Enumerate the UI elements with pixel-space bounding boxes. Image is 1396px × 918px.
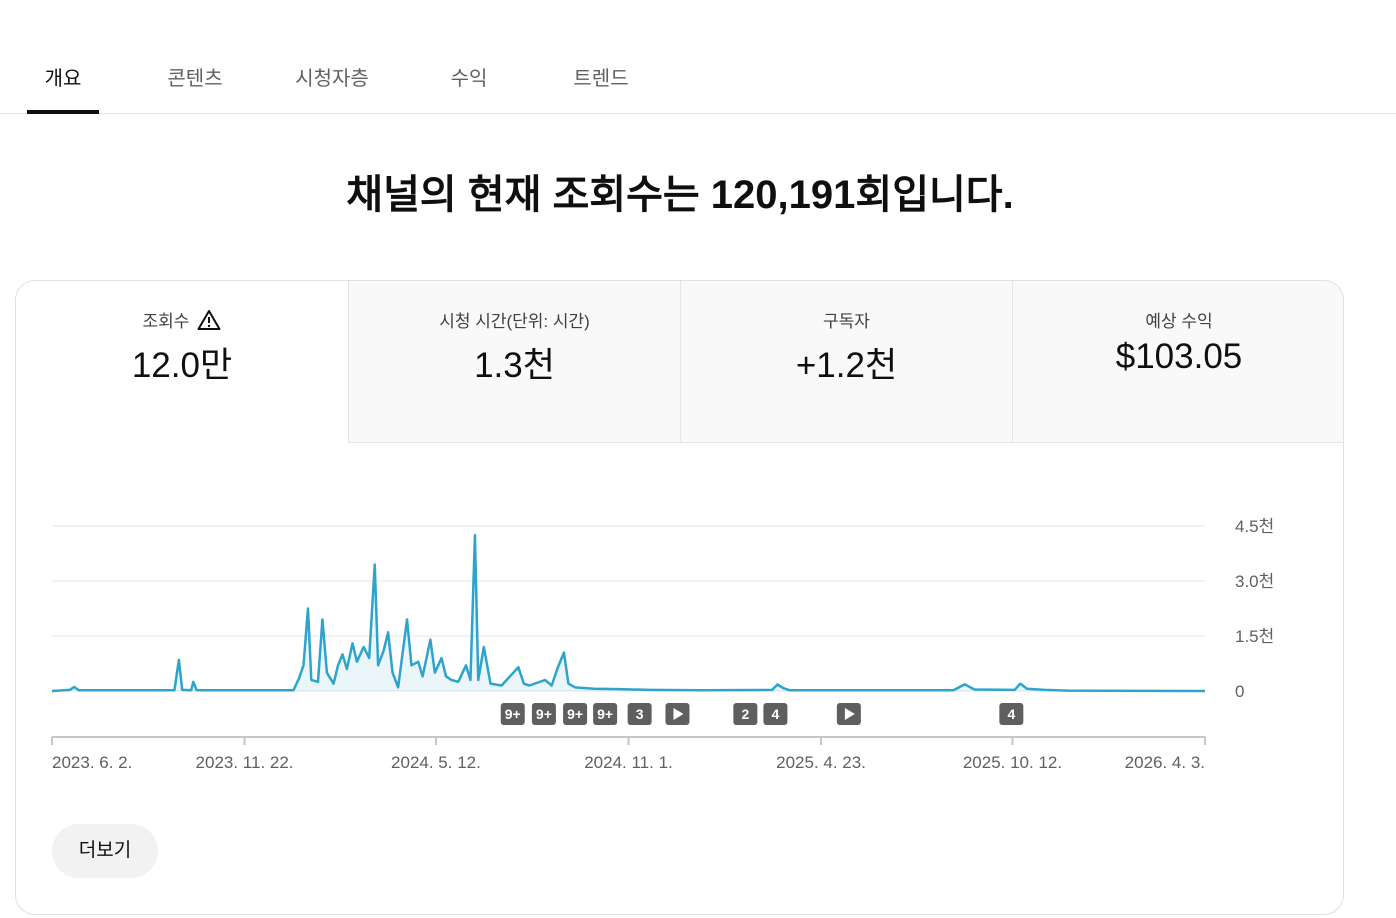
more-button[interactable]: 더보기 xyxy=(52,824,158,878)
video-marker[interactable]: 4 xyxy=(999,703,1024,725)
metric-label: 예상 수익 xyxy=(1145,312,1213,331)
marker-badge xyxy=(999,703,1024,725)
y-tick-label: 4.5천 xyxy=(1235,517,1274,536)
x-tick-label: 2026. 4. 3. xyxy=(1125,753,1205,772)
area xyxy=(52,535,1205,691)
video-marker[interactable] xyxy=(665,703,690,725)
video-marker[interactable]: 9+ xyxy=(500,703,525,725)
metric-tab[interactable]: 예상 수익 $103.05 xyxy=(1012,281,1343,443)
marker-label: 9+ xyxy=(597,706,613,722)
marker-label: 4 xyxy=(1007,706,1015,722)
x-tick-label: 2025. 10. 12. xyxy=(963,753,1062,772)
x-tick-label: 2025. 4. 23. xyxy=(776,753,866,772)
metric-label: 구독자 xyxy=(823,312,870,331)
metric-value: 12.0만 xyxy=(131,346,233,385)
marker-badge xyxy=(531,703,556,725)
marker-label: 9+ xyxy=(567,706,583,722)
x-tick-label: 2023. 6. 2. xyxy=(52,753,132,772)
metric-tab[interactable]: 구독자 +1.2천 xyxy=(680,281,1012,443)
headline: 채널의 현재 조회수는 120,191회입니다. xyxy=(346,173,1014,217)
video-marker[interactable]: 9+ xyxy=(531,703,556,725)
marker-label: 3 xyxy=(636,706,644,722)
metric-value: 1.3천 xyxy=(474,346,555,385)
x-tick-label: 2023. 11. 22. xyxy=(196,753,294,772)
marker-badge xyxy=(733,703,758,725)
metric-label: 시청 시간(단위: 시간) xyxy=(439,312,590,331)
tab-bar: 개요 콘텐츠 시청자층 수익 트렌드 xyxy=(0,0,1396,114)
video-marker[interactable]: 9+ xyxy=(563,703,588,725)
marker-label: 4 xyxy=(772,706,780,722)
marker-badge xyxy=(593,703,618,725)
line xyxy=(51,533,1206,693)
y-tick-label: 3.0천 xyxy=(1235,572,1274,591)
tab[interactable]: 개요 xyxy=(44,68,82,90)
video-marker[interactable]: 3 xyxy=(627,703,652,725)
x-tick-label: 2024. 5. 12. xyxy=(391,753,481,772)
marker-badge xyxy=(563,703,588,725)
video-marker[interactable] xyxy=(836,703,861,725)
tab[interactable]: 트렌드 xyxy=(573,68,629,90)
metric-tab[interactable]: 시청 시간(단위: 시간) 1.3천 xyxy=(348,281,680,443)
marker-badge xyxy=(500,703,525,725)
tab[interactable]: 수익 xyxy=(450,68,488,90)
metric-label-row: 조회수 xyxy=(16,307,348,332)
video-marker[interactable]: 4 xyxy=(763,703,788,725)
metric-value: $103.05 xyxy=(1115,337,1243,376)
tab[interactable]: 콘텐츠 xyxy=(167,68,223,90)
analytics-card: 조회수 12.0만 시청 시간(단위: 시간) 1.3천 구독자 +1.2천 예… xyxy=(15,280,1344,915)
y-tick-label: 0 xyxy=(1235,682,1244,701)
video-marker[interactable]: 9+ xyxy=(593,703,618,725)
y-tick-label: 1.5천 xyxy=(1235,627,1274,646)
play-icon xyxy=(673,708,684,720)
warning-icon[interactable] xyxy=(197,309,221,331)
marker-label: 2 xyxy=(741,706,749,722)
marker-badge xyxy=(763,703,788,725)
marker-label: 9+ xyxy=(536,706,552,722)
active-tab-indicator xyxy=(27,110,99,114)
play-icon xyxy=(844,708,855,720)
marker-label: 9+ xyxy=(505,706,521,722)
marker-badge xyxy=(627,703,652,725)
tab[interactable]: 시청자층 xyxy=(295,68,369,90)
x-tick-label: 2024. 11. 1. xyxy=(584,753,673,772)
metric-label: 조회수 xyxy=(142,312,190,331)
video-marker[interactable]: 2 xyxy=(733,703,758,725)
metric-tab[interactable]: 조회수 12.0만 xyxy=(16,281,348,443)
chart: 0 1.5천 3.0천 4.5천 2023. 6. 2. 2023. 11. 22. 202… xyxy=(51,517,1274,772)
metric-value: +1.2천 xyxy=(795,346,898,385)
